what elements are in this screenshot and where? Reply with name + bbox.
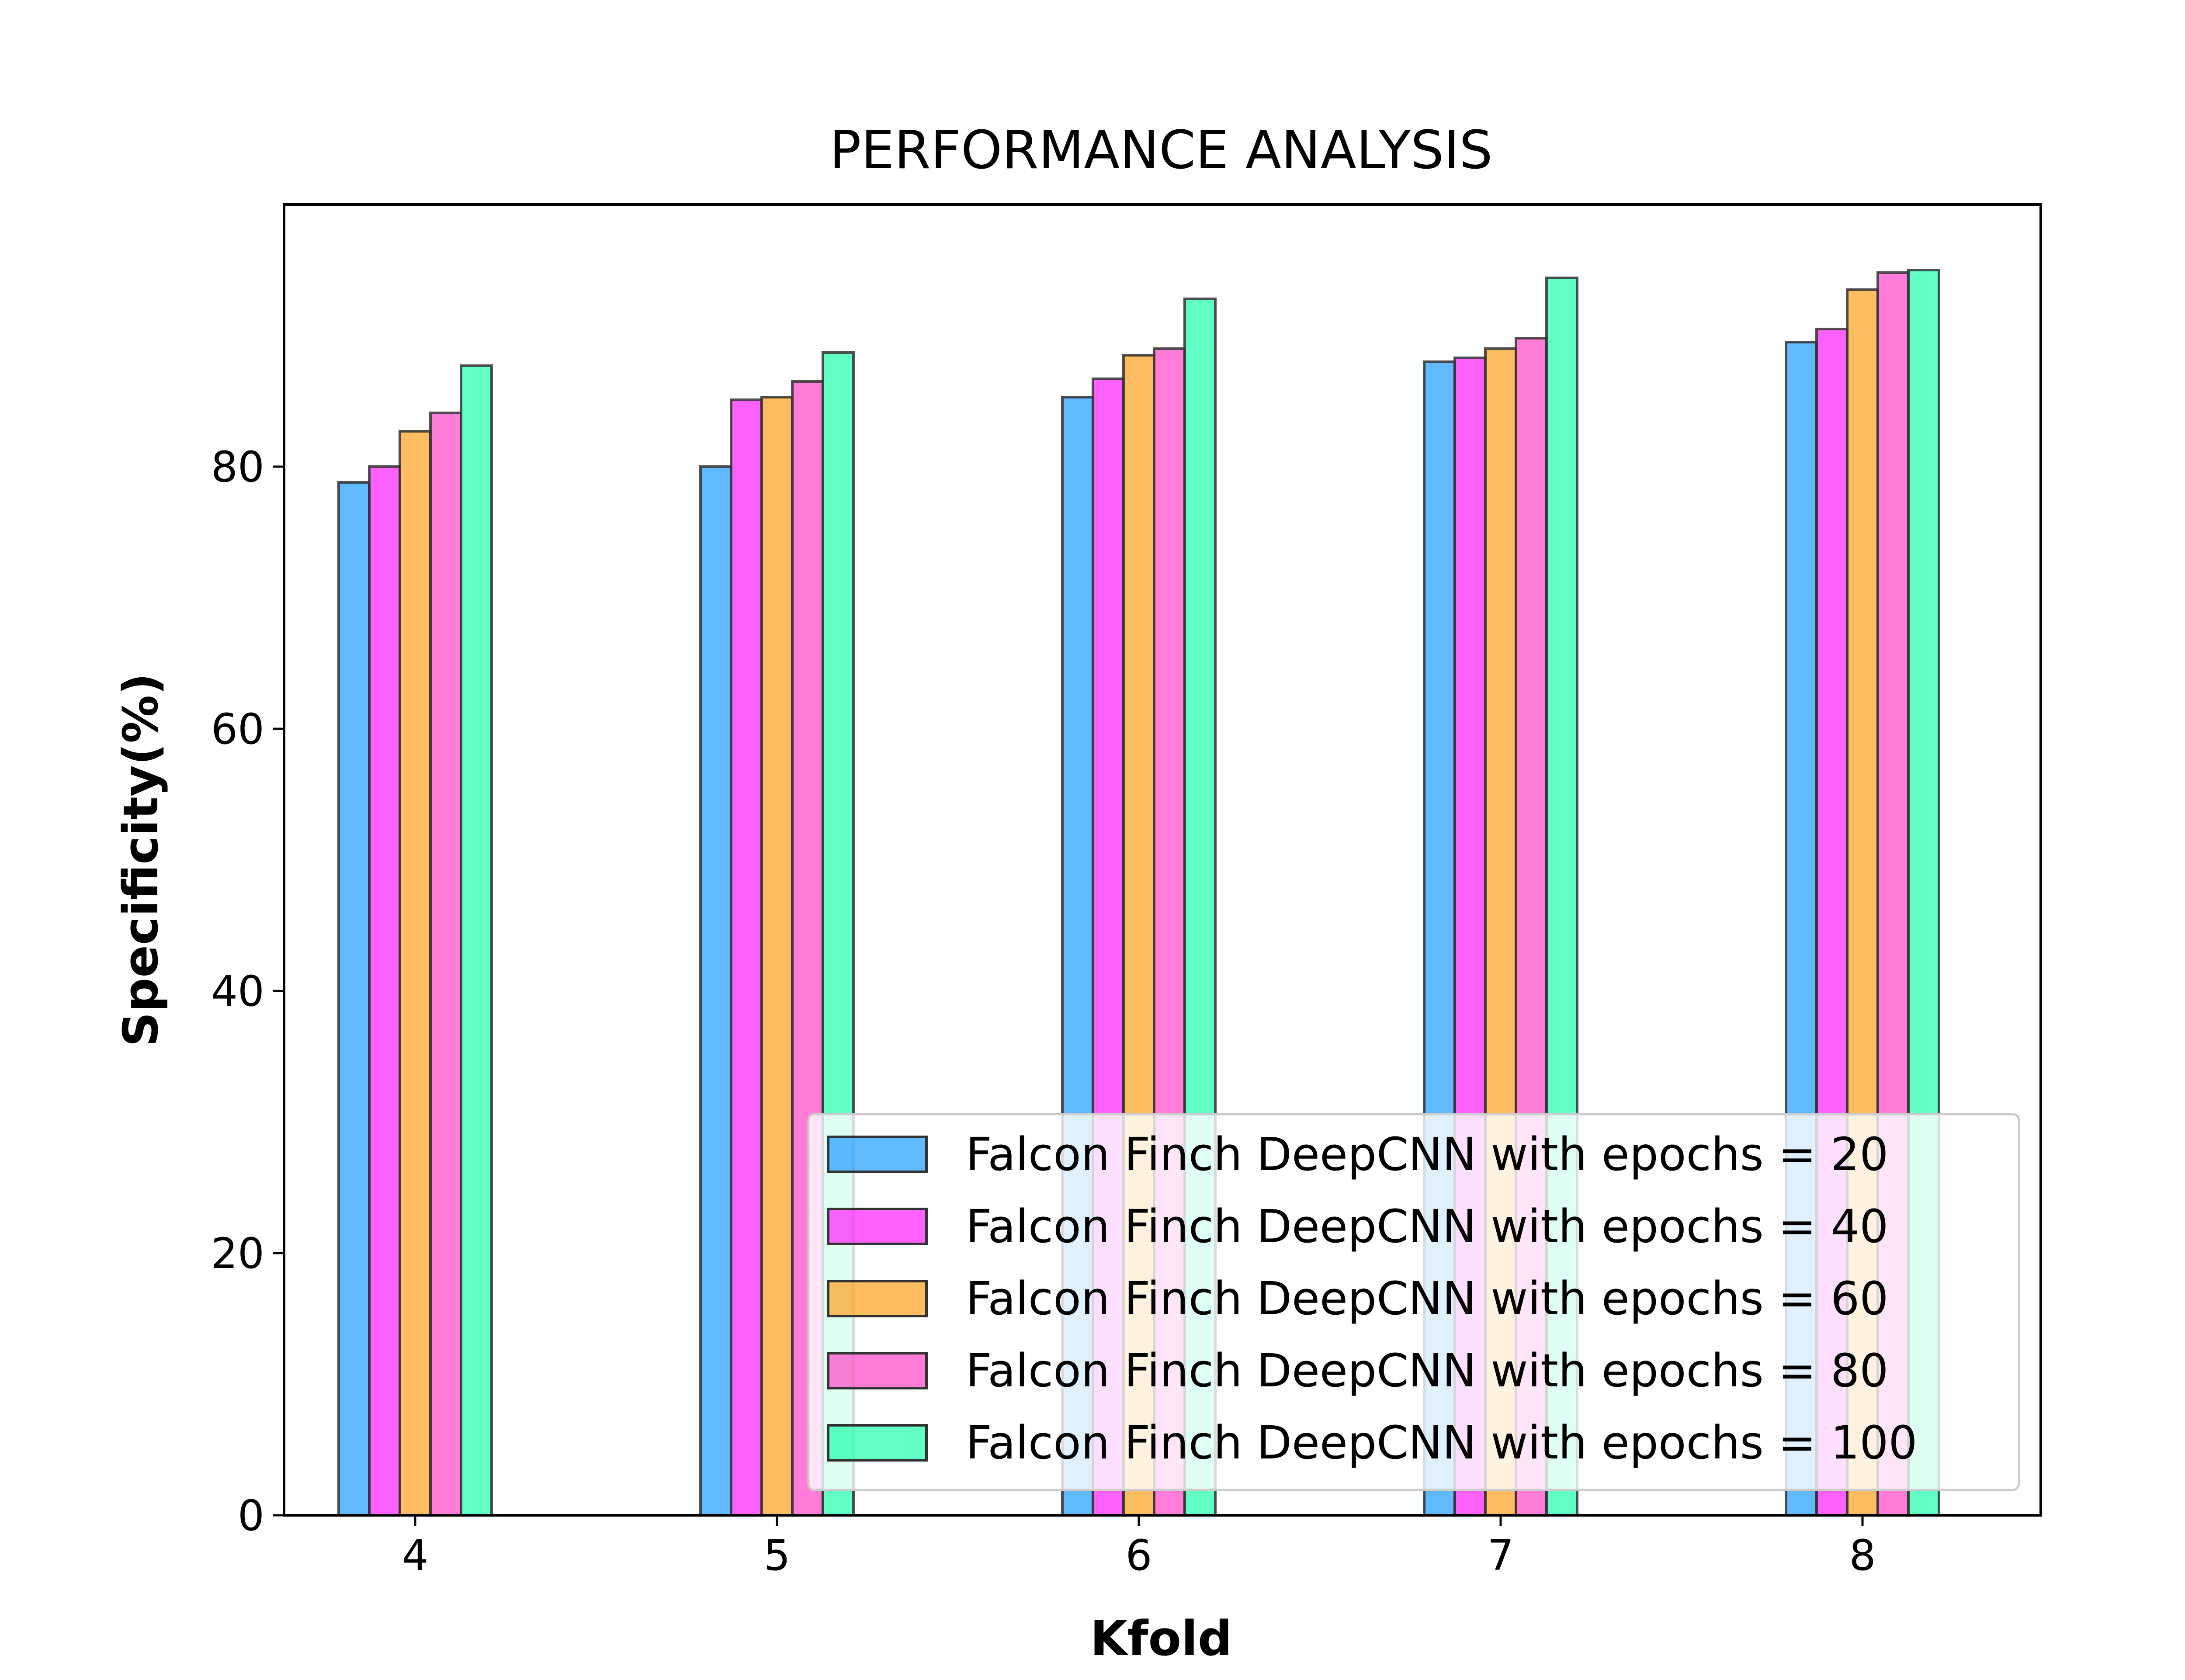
x-tick-label: 5 (763, 1531, 790, 1580)
bar-4-series-5 (460, 364, 493, 1517)
y-tick-label: 0 (238, 1491, 264, 1540)
x-tick-label: 4 (402, 1531, 428, 1580)
legend: Falcon Finch DeepCNN with epochs = 20 Fal… (807, 1113, 2020, 1491)
legend-swatch-1 (827, 1136, 928, 1173)
x-tick-label: 7 (1487, 1531, 1514, 1580)
y-tick-label: 20 (211, 1229, 264, 1278)
legend-label-1: Falcon Finch DeepCNN with epochs = 20 (966, 1128, 1888, 1181)
y-axis-label: Specificity(%) (113, 673, 169, 1047)
legend-swatch-2 (827, 1208, 928, 1245)
y-tick-label: 80 (211, 443, 264, 492)
bar-4-series-3 (399, 430, 432, 1517)
x-tick-label: 8 (1849, 1531, 1876, 1580)
legend-label-2: Falcon Finch DeepCNN with epochs = 40 (966, 1200, 1888, 1253)
bar-4-series-4 (429, 412, 462, 1517)
bar-4-series-1 (337, 481, 371, 1517)
y-tick-label: 40 (211, 967, 264, 1016)
legend-swatch-5 (827, 1424, 928, 1462)
chart-title: PERFORMANCE ANALYSIS (829, 120, 1492, 181)
legend-label-5: Falcon Finch DeepCNN with epochs = 100 (966, 1416, 1918, 1469)
bar-5-series-1 (699, 465, 732, 1517)
legend-label-4: Falcon Finch DeepCNN with epochs = 80 (966, 1344, 1888, 1397)
x-tick-label: 6 (1125, 1531, 1152, 1580)
y-axis-ticks: 0 20 40 60 80 (211, 443, 284, 1540)
x-axis-label: Kfold (1090, 1611, 1232, 1666)
x-axis-ticks: 4 5 6 7 8 (402, 1515, 1876, 1580)
y-tick-label: 60 (211, 705, 264, 754)
bar-4-series-2 (368, 465, 401, 1517)
bar-5-series-3 (760, 396, 794, 1517)
plot-frame (283, 203, 2042, 1517)
legend-swatch-3 (827, 1280, 928, 1317)
legend-label-3: Falcon Finch DeepCNN with epochs = 60 (966, 1272, 1888, 1325)
bar-5-series-2 (730, 398, 763, 1517)
legend-swatch-4 (827, 1352, 928, 1389)
legend-box (807, 1113, 2020, 1491)
